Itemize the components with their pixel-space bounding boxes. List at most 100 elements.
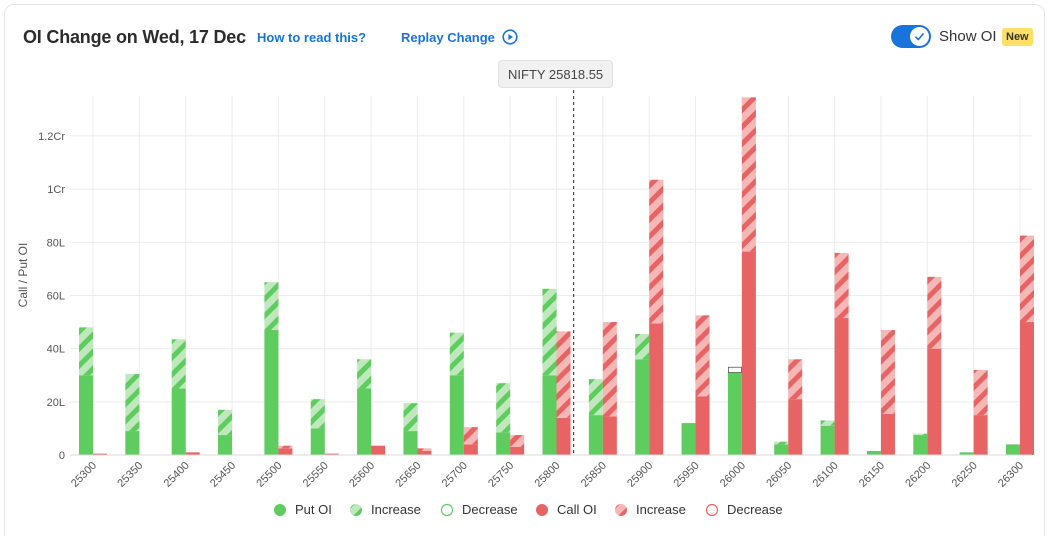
put-increase-bar[interactable] — [913, 433, 928, 436]
call-oi-bar[interactable] — [927, 348, 942, 455]
put-oi-bar[interactable] — [125, 431, 140, 455]
put-oi-bar[interactable] — [542, 375, 557, 455]
call-increase-bar[interactable] — [278, 445, 293, 449]
call-increase-bar[interactable] — [741, 97, 756, 252]
call-increase-bar[interactable] — [417, 448, 432, 452]
put-increase-bar[interactable] — [310, 399, 325, 429]
bars-layer — [79, 90, 1034, 455]
x-tick-label: 26200 — [903, 460, 933, 490]
put-oi-bar[interactable] — [635, 359, 650, 455]
put-oi-bar[interactable] — [310, 428, 325, 455]
put-increase-bar[interactable] — [264, 282, 279, 331]
put-oi-bar[interactable] — [79, 375, 93, 455]
put-increase-bar[interactable] — [542, 288, 557, 376]
play-circle-icon — [502, 29, 518, 45]
call-oi-bar[interactable] — [695, 396, 710, 455]
call-increase-bar[interactable] — [927, 276, 942, 349]
call-increase-bar[interactable] — [602, 322, 617, 417]
new-badge: New — [1002, 28, 1033, 46]
legend-call-oi[interactable]: Call OI — [535, 502, 597, 517]
call-oi-bar[interactable] — [463, 444, 478, 455]
call-increase-bar[interactable] — [556, 331, 571, 418]
legend-put-oi[interactable]: Put OI — [273, 502, 332, 517]
call-oi-bar[interactable] — [973, 415, 988, 455]
put-increase-bar[interactable] — [171, 339, 186, 389]
put-oi-bar[interactable] — [681, 423, 696, 455]
put-increase-bar[interactable] — [820, 420, 835, 426]
put-oi-bar[interactable] — [218, 435, 233, 455]
put-oi-bar[interactable] — [403, 431, 418, 455]
put-increase-bar[interactable] — [449, 332, 464, 376]
x-tick-label: 25350 — [115, 460, 145, 490]
put-oi-bar[interactable] — [959, 452, 974, 455]
put-oi-bar[interactable] — [820, 425, 835, 455]
call-oi-bar[interactable] — [556, 417, 571, 455]
grid-layer — [70, 96, 1032, 456]
put-increase-bar[interactable] — [588, 379, 603, 416]
call-oi-bar[interactable] — [278, 448, 293, 455]
put-oi-bar[interactable] — [357, 388, 372, 455]
put-oi-bar[interactable] — [866, 451, 881, 455]
header: OI Change on Wed, 17 Dec How to read thi… — [0, 0, 1049, 70]
x-tick-label: 26100 — [811, 460, 841, 490]
put-increase-bar[interactable] — [357, 359, 372, 389]
call-oi-bar[interactable] — [602, 416, 617, 455]
show-oi-toggle[interactable] — [891, 25, 931, 48]
put-increase-bar[interactable] — [403, 403, 418, 432]
call-increase-bar[interactable] — [1020, 235, 1034, 323]
put-increase-bar[interactable] — [125, 373, 140, 432]
how-to-read-link[interactable]: How to read this? — [257, 30, 367, 45]
call-oi-bar[interactable] — [649, 323, 664, 455]
call-increase-bar[interactable] — [880, 330, 895, 414]
call-increase-bar[interactable] — [788, 359, 803, 400]
replay-change-button[interactable]: Replay Change — [401, 29, 518, 45]
put-oi-bar[interactable] — [449, 375, 464, 455]
put-increase-bar[interactable] — [79, 327, 93, 376]
call-oi-bar[interactable] — [324, 453, 339, 455]
call-oi-bar[interactable] — [371, 445, 386, 455]
put-oi-bar[interactable] — [496, 432, 511, 455]
call-oi-bar[interactable] — [1020, 322, 1034, 455]
check-icon — [914, 32, 925, 41]
y-tick-label: 40L — [47, 344, 65, 356]
put-increase-bar[interactable] — [774, 441, 789, 445]
put-oi-bar[interactable] — [727, 372, 742, 455]
call-oi-bar[interactable] — [834, 318, 849, 455]
call-oi-bar[interactable] — [417, 451, 432, 455]
call-oi-bar[interactable] — [741, 251, 756, 455]
legend-put-decrease-label: Decrease — [462, 502, 518, 517]
y-tick-label: 1.2Cr — [38, 131, 65, 143]
call-increase-bar[interactable] — [649, 179, 664, 324]
y-tick-label: 80L — [47, 237, 65, 249]
call-increase-bar[interactable] — [510, 435, 525, 448]
x-tick-label: 25300 — [69, 460, 99, 490]
x-tick-label: 26050 — [764, 460, 794, 490]
put-increase-bar[interactable] — [635, 334, 650, 360]
call-oi-bar[interactable] — [788, 399, 803, 455]
call-oi-bar[interactable] — [185, 452, 200, 455]
put-oi-bar[interactable] — [1006, 444, 1020, 455]
put-oi-bar[interactable] — [264, 330, 279, 455]
put-oi-bar[interactable] — [588, 415, 603, 455]
put-oi-bar[interactable] — [171, 388, 186, 455]
call-oi-bar[interactable] — [93, 453, 107, 455]
put-increase-bar[interactable] — [496, 383, 511, 433]
legend-put-oi-label: Put OI — [295, 502, 332, 517]
call-oi-bar[interactable] — [510, 447, 525, 455]
legend-call-increase[interactable]: Increase — [614, 502, 686, 517]
call-increase-bar[interactable] — [834, 252, 849, 319]
legend-put-increase[interactable]: Increase — [349, 502, 421, 517]
x-tick-label: 26300 — [996, 460, 1026, 490]
put-decrease-bar[interactable] — [728, 366, 742, 373]
call-increase-bar[interactable] — [463, 427, 478, 445]
legend-put-decrease[interactable]: Decrease — [440, 502, 518, 517]
put-oi-bar[interactable] — [774, 444, 789, 455]
put-increase-bar[interactable] — [218, 409, 233, 436]
call-increase-bar[interactable] — [973, 369, 988, 416]
x-tick-label: 26000 — [718, 460, 748, 490]
call-oi-bar[interactable] — [880, 413, 895, 455]
legend-call-decrease[interactable]: Decrease — [705, 502, 783, 517]
put-oi-bar[interactable] — [913, 435, 928, 455]
call-increase-bar[interactable] — [695, 315, 710, 397]
